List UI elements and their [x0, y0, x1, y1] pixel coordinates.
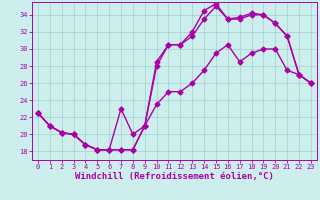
- X-axis label: Windchill (Refroidissement éolien,°C): Windchill (Refroidissement éolien,°C): [75, 172, 274, 181]
